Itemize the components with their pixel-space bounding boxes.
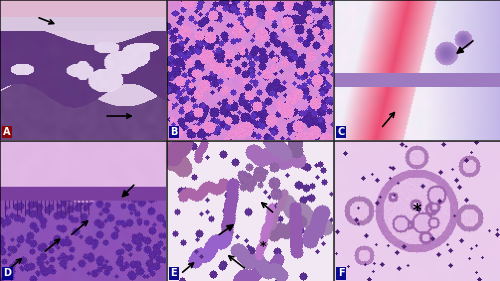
Text: E: E <box>170 268 177 278</box>
Text: F: F <box>338 268 344 278</box>
Text: *: * <box>260 239 266 253</box>
Text: B: B <box>170 127 178 137</box>
Text: A: A <box>4 127 11 137</box>
Text: C: C <box>338 127 345 137</box>
Text: *: * <box>413 202 422 220</box>
Text: D: D <box>4 268 12 278</box>
